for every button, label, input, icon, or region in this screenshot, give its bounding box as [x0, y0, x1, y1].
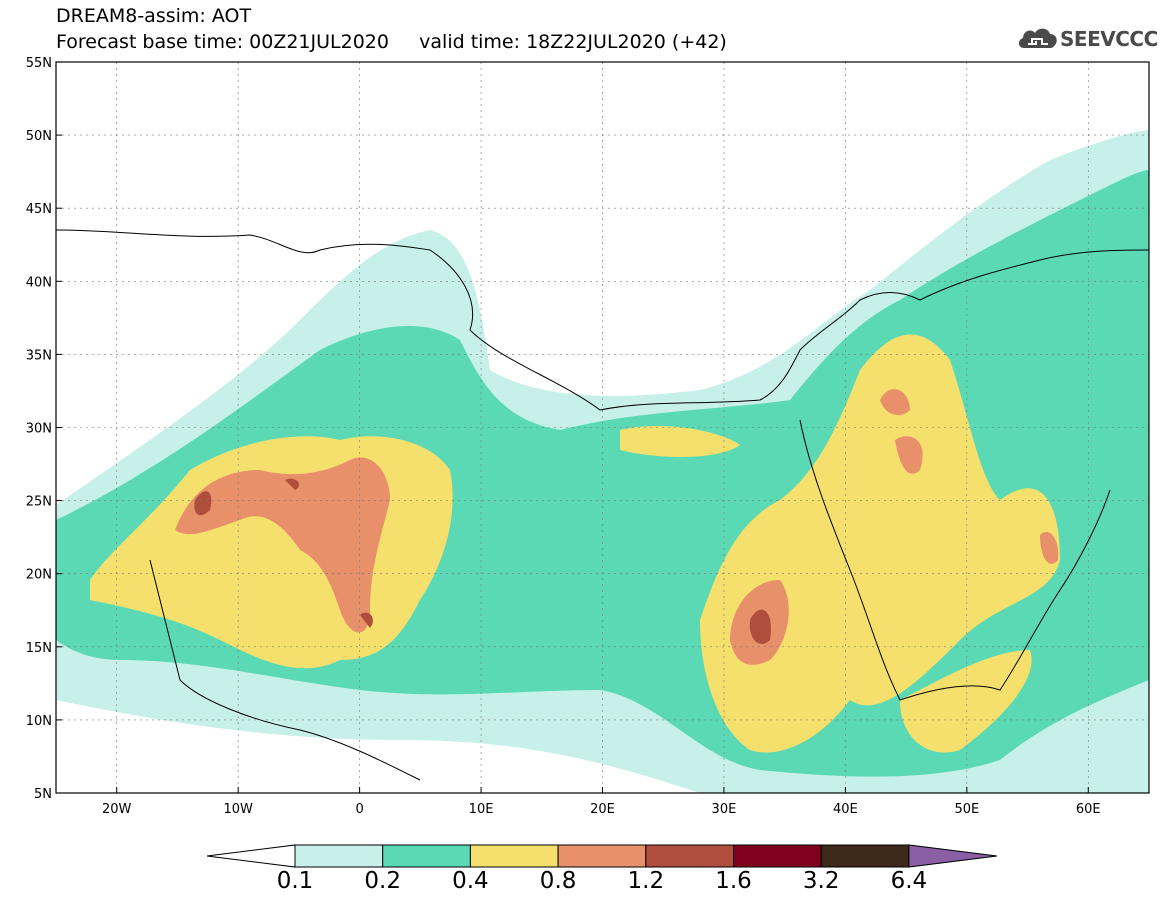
lon-label: 20W [102, 802, 132, 817]
lon-label: 0 [355, 802, 363, 817]
colorbar-label: 0.1 [276, 868, 314, 894]
colorbar [206, 844, 997, 868]
forecast-times: Forecast base time: 00Z21JUL2020 valid t… [56, 31, 727, 53]
lon-label: 60E [1076, 802, 1101, 817]
colorbar-label: 1.2 [627, 868, 665, 894]
lat-label: 40N [26, 275, 52, 290]
lon-label: 30E [712, 802, 737, 817]
colorbar-label: 1.6 [715, 868, 752, 894]
lat-label: 10N [26, 714, 52, 729]
colorbar-label: 0.2 [364, 868, 401, 894]
lat-label: 5N [34, 787, 52, 802]
axis-ticks: 20W 10W 0 10E 20E 30E 40E 50E 60E 55N 50N 45N 40N 35N… [26, 56, 1101, 817]
colorbar-under-arrow [206, 844, 296, 868]
colorbar-swatch [733, 844, 822, 868]
lon-label: 10E [469, 802, 494, 817]
lat-label: 20N [26, 568, 52, 583]
lat-label: 45N [26, 202, 52, 217]
colorbar-label: 0.8 [539, 868, 577, 894]
lat-label: 55N [26, 56, 52, 71]
colorbar-swatch [469, 844, 559, 868]
lon-label: 50E [954, 802, 979, 817]
aot-contour-0.4-somalia [900, 650, 1032, 753]
colorbar-swatch [294, 844, 384, 868]
aot-contour-0.4-east [700, 334, 1060, 753]
colorbar-over-arrow [908, 844, 997, 868]
colorbar-swatch [820, 844, 910, 868]
lon-label: 10W [223, 802, 253, 817]
lon-label: 40E [833, 802, 858, 817]
aot-contour-0.8-oman [1040, 531, 1059, 564]
coastlines [56, 229, 1149, 781]
lat-label: 30N [26, 422, 52, 437]
colorbar-label: 3.2 [802, 868, 840, 894]
colorbar-label: 0.4 [452, 868, 489, 894]
colorbar-swatch [557, 844, 647, 868]
cloud-icon [1018, 28, 1057, 48]
colorbar-swatch [645, 844, 734, 868]
lat-label: 35N [26, 348, 52, 363]
lat-label: 15N [26, 641, 52, 656]
aot-contour-0.8-west [175, 457, 390, 633]
logo-text: SEEVCCC [1060, 27, 1158, 51]
lat-label: 50N [26, 129, 52, 144]
aot-contour-0.4-libya [620, 425, 740, 457]
colorbar-swatch [382, 844, 471, 868]
lat-label: 25N [26, 495, 52, 510]
lon-label: 20E [590, 802, 615, 817]
graticule [56, 62, 1149, 793]
colorbar-label: 6.4 [890, 868, 928, 894]
aot-contour-0.8-iraq [880, 389, 923, 474]
map-title: DREAM8-assim: AOT [56, 5, 252, 27]
seevccc-logo: SEEVCCC [1016, 22, 1158, 56]
